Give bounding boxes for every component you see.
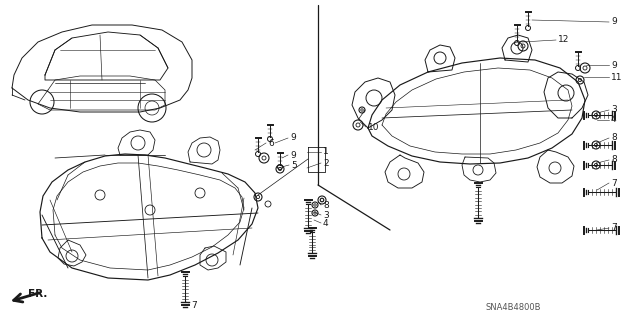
Text: 7: 7 [611, 224, 617, 233]
Text: 8: 8 [323, 201, 329, 210]
Text: 9: 9 [290, 133, 296, 143]
Text: 5: 5 [291, 160, 297, 169]
Text: 9: 9 [611, 61, 617, 70]
Text: 11: 11 [611, 72, 623, 81]
Text: FR.: FR. [28, 289, 47, 299]
Text: 8: 8 [611, 155, 617, 165]
Text: 2: 2 [323, 159, 328, 167]
Text: 9: 9 [611, 18, 617, 26]
Text: 1: 1 [323, 147, 329, 157]
Text: 4: 4 [611, 115, 616, 124]
Text: 12: 12 [558, 35, 570, 44]
Text: 6: 6 [268, 138, 274, 147]
Text: SNA4B4800B: SNA4B4800B [485, 302, 541, 311]
Text: 4: 4 [323, 219, 328, 227]
Text: 10: 10 [368, 122, 380, 131]
Text: 7: 7 [611, 179, 617, 188]
Text: 9: 9 [290, 151, 296, 160]
Text: 8: 8 [611, 133, 617, 143]
Text: 3: 3 [611, 106, 617, 115]
Text: 3: 3 [323, 211, 329, 219]
Text: 7: 7 [191, 300, 196, 309]
